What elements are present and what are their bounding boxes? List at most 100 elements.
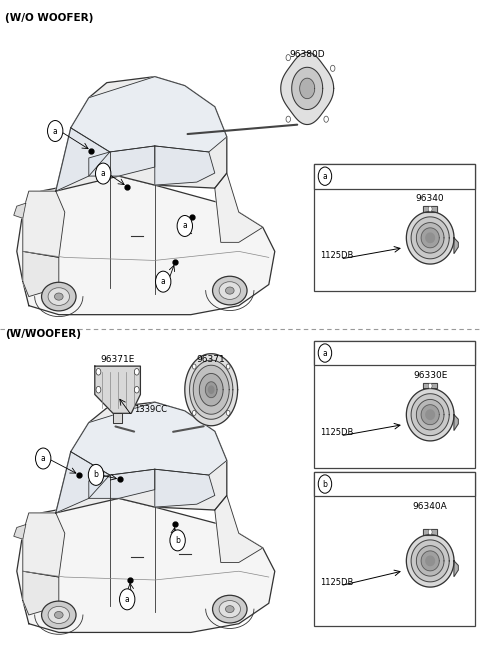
Text: 1125DB: 1125DB bbox=[320, 428, 354, 437]
Text: a: a bbox=[41, 454, 46, 463]
Ellipse shape bbox=[213, 276, 247, 305]
Polygon shape bbox=[292, 67, 323, 109]
Polygon shape bbox=[423, 383, 437, 388]
Circle shape bbox=[96, 369, 101, 375]
Circle shape bbox=[134, 369, 139, 375]
Circle shape bbox=[286, 54, 290, 61]
Polygon shape bbox=[416, 223, 444, 253]
Ellipse shape bbox=[226, 606, 234, 612]
Circle shape bbox=[318, 167, 332, 185]
Circle shape bbox=[428, 529, 432, 534]
Polygon shape bbox=[215, 173, 263, 242]
Circle shape bbox=[36, 448, 51, 469]
Bar bbox=[314, 472, 475, 496]
Polygon shape bbox=[421, 551, 439, 571]
Ellipse shape bbox=[48, 288, 70, 305]
Circle shape bbox=[177, 215, 192, 236]
Circle shape bbox=[227, 364, 230, 369]
Text: b: b bbox=[94, 470, 98, 479]
Text: 1125DB: 1125DB bbox=[320, 252, 354, 260]
Polygon shape bbox=[193, 365, 229, 414]
Text: a: a bbox=[323, 172, 327, 181]
Polygon shape bbox=[71, 402, 227, 475]
Polygon shape bbox=[17, 498, 275, 633]
Text: a: a bbox=[125, 595, 130, 604]
Polygon shape bbox=[56, 402, 227, 513]
Text: 1339CC: 1339CC bbox=[134, 405, 168, 414]
Ellipse shape bbox=[213, 595, 247, 623]
Polygon shape bbox=[426, 233, 434, 242]
Text: (W/WOOFER): (W/WOOFER) bbox=[5, 329, 81, 339]
Polygon shape bbox=[407, 388, 454, 441]
Circle shape bbox=[88, 464, 104, 485]
Polygon shape bbox=[426, 410, 434, 419]
Polygon shape bbox=[71, 77, 227, 152]
Polygon shape bbox=[416, 546, 444, 576]
Polygon shape bbox=[23, 513, 65, 577]
Circle shape bbox=[156, 271, 171, 292]
Text: a: a bbox=[182, 221, 187, 231]
Bar bbox=[314, 341, 475, 365]
Polygon shape bbox=[423, 529, 437, 534]
Bar bbox=[314, 472, 475, 626]
Circle shape bbox=[324, 116, 328, 122]
Circle shape bbox=[192, 411, 196, 415]
Text: 96340A: 96340A bbox=[413, 502, 447, 511]
Polygon shape bbox=[23, 252, 59, 297]
Text: 96371E: 96371E bbox=[100, 354, 135, 364]
Ellipse shape bbox=[42, 282, 76, 311]
Circle shape bbox=[318, 344, 332, 362]
Text: 1125DB: 1125DB bbox=[320, 578, 354, 587]
Circle shape bbox=[96, 386, 101, 393]
Polygon shape bbox=[14, 203, 26, 218]
Text: b: b bbox=[323, 479, 327, 489]
Polygon shape bbox=[209, 386, 214, 393]
Bar bbox=[314, 164, 475, 189]
Polygon shape bbox=[23, 191, 65, 257]
Circle shape bbox=[318, 475, 332, 493]
Polygon shape bbox=[421, 405, 439, 424]
Polygon shape bbox=[14, 525, 26, 539]
Polygon shape bbox=[190, 360, 233, 419]
Circle shape bbox=[330, 66, 335, 71]
Polygon shape bbox=[113, 413, 122, 422]
Circle shape bbox=[96, 163, 111, 184]
Circle shape bbox=[134, 386, 139, 393]
Circle shape bbox=[227, 411, 230, 415]
Polygon shape bbox=[416, 400, 444, 430]
Polygon shape bbox=[454, 238, 458, 253]
Circle shape bbox=[192, 364, 196, 369]
Polygon shape bbox=[411, 540, 449, 582]
Text: 96371: 96371 bbox=[197, 354, 226, 364]
Polygon shape bbox=[95, 366, 140, 413]
Circle shape bbox=[170, 530, 185, 551]
Polygon shape bbox=[300, 78, 315, 99]
Polygon shape bbox=[407, 212, 454, 264]
Ellipse shape bbox=[48, 607, 70, 624]
Ellipse shape bbox=[219, 282, 240, 299]
Polygon shape bbox=[23, 571, 59, 615]
Polygon shape bbox=[411, 217, 449, 259]
Polygon shape bbox=[423, 206, 437, 212]
Ellipse shape bbox=[55, 612, 63, 618]
Text: a: a bbox=[323, 348, 327, 358]
Polygon shape bbox=[155, 469, 215, 507]
Text: b: b bbox=[175, 536, 180, 545]
Bar bbox=[314, 164, 475, 291]
Polygon shape bbox=[411, 394, 449, 436]
Text: a: a bbox=[101, 169, 106, 178]
Circle shape bbox=[120, 589, 135, 610]
Polygon shape bbox=[56, 77, 227, 191]
Polygon shape bbox=[17, 176, 275, 314]
Polygon shape bbox=[281, 52, 334, 124]
Ellipse shape bbox=[219, 601, 240, 618]
Polygon shape bbox=[199, 373, 223, 406]
Circle shape bbox=[286, 116, 290, 122]
Polygon shape bbox=[89, 469, 155, 498]
Polygon shape bbox=[421, 228, 439, 248]
Text: 96340: 96340 bbox=[416, 194, 444, 203]
Polygon shape bbox=[426, 556, 434, 565]
Polygon shape bbox=[454, 561, 458, 576]
Ellipse shape bbox=[55, 293, 63, 300]
Polygon shape bbox=[56, 452, 110, 513]
